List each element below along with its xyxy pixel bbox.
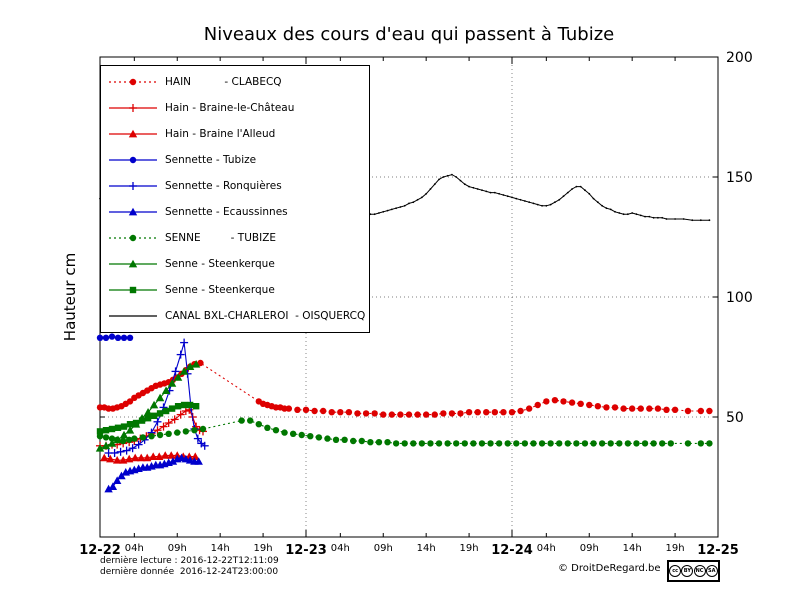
last-data-note: dernière donnée 2016-12-24T23:00:00: [100, 567, 279, 577]
x-tick-label-minor: 19h: [666, 543, 685, 554]
legend-label: Senne - Steenkerque: [165, 258, 275, 270]
y-axis-label: Hauteur cm: [61, 252, 79, 342]
legend-label: Sennette - Ronquières: [165, 180, 282, 192]
chart-title: Niveaux des cours d'eau qui passent à Tu…: [203, 24, 615, 45]
series-senne-tubize: [96, 417, 713, 447]
series-senne-steenkerque-b: [96, 401, 200, 435]
legend-label: Hain - Braine l'Alleud: [165, 128, 276, 140]
last-reading-note: dernière lecture : 2016-12-22T12:11:09: [100, 556, 279, 566]
x-tick-label-major: 12-24: [491, 543, 533, 558]
y-tick-label: 50: [726, 410, 744, 426]
legend-marker-sample: [101, 127, 165, 141]
legend-label: Hain - Braine-le-Château: [165, 102, 295, 114]
cc-sa-icon: SA: [705, 565, 718, 577]
legend-marker-sample: [101, 231, 165, 245]
copyright-text: © DroitDeRegard.be: [558, 563, 661, 574]
legend-item: Hain - Braine-le-Château: [101, 95, 369, 121]
legend-item: Sennette - Ronquières: [101, 173, 369, 199]
x-tick-label-minor: 04h: [537, 543, 556, 554]
cc-nc-icon: NC: [693, 565, 706, 577]
legend-item: SENNE - TUBIZE: [101, 225, 369, 251]
y-tick-label: 200: [726, 50, 753, 66]
series-hain-clabecq: [96, 359, 713, 418]
x-tick-label-minor: 09h: [374, 543, 393, 554]
legend-marker-sample: [101, 309, 165, 323]
legend-label: Senne - Steenkerque: [165, 284, 275, 296]
legend-label: SENNE - TUBIZE: [165, 232, 277, 244]
legend-marker-sample: [101, 153, 165, 167]
legend-marker-sample: [101, 283, 165, 297]
legend-marker-sample: [101, 205, 165, 219]
legend-marker-sample: [101, 179, 165, 193]
series-sennette-tubize: [96, 333, 134, 341]
legend-item: HAIN - CLABECQ: [101, 69, 369, 95]
legend-item: Senne - Steenkerque: [101, 251, 369, 277]
x-tick-label-minor: 19h: [254, 543, 273, 554]
legend-item: Sennette - Ecaussinnes: [101, 199, 369, 225]
x-tick-label-minor: 14h: [211, 543, 230, 554]
legend: HAIN - CLABECQ Hain - Braine-le-Château …: [100, 65, 370, 333]
x-tick-label-minor: 14h: [417, 543, 436, 554]
legend-item: Hain - Braine l'Alleud: [101, 121, 369, 147]
legend-marker-sample: [101, 75, 165, 89]
series-sennette-ecaussinnes: [104, 453, 203, 493]
x-tick-label-major: 12-23: [285, 543, 327, 558]
cc-license-badge[interactable]: cc BY NC SA: [667, 560, 720, 582]
legend-label: HAIN - CLABECQ: [165, 76, 282, 88]
x-tick-label-minor: 19h: [460, 543, 479, 554]
legend-item: CANAL BXL-CHARLEROI - OISQUERCQ: [101, 303, 369, 329]
legend-label: Sennette - Ecaussinnes: [165, 206, 288, 218]
x-tick-label-minor: 14h: [623, 543, 642, 554]
x-tick-label-major: 12-22: [79, 543, 121, 558]
y-tick-label: 150: [726, 170, 753, 186]
legend-item: Sennette - Tubize: [101, 147, 369, 173]
x-tick-label-minor: 09h: [580, 543, 599, 554]
x-tick-label-minor: 04h: [125, 543, 144, 554]
legend-marker-sample: [101, 101, 165, 115]
x-tick-label-major: 12-25: [697, 543, 739, 558]
x-tick-label-minor: 09h: [168, 543, 187, 554]
x-tick-label-minor: 04h: [331, 543, 350, 554]
legend-label: Sennette - Tubize: [165, 154, 257, 166]
legend-item: Senne - Steenkerque: [101, 277, 369, 303]
cc-by-icon: BY: [681, 565, 694, 577]
legend-marker-sample: [101, 257, 165, 271]
cc-icon: cc: [669, 565, 682, 577]
legend-label: CANAL BXL-CHARLEROI - OISQUERCQ: [165, 310, 366, 322]
y-tick-label: 100: [726, 290, 753, 306]
